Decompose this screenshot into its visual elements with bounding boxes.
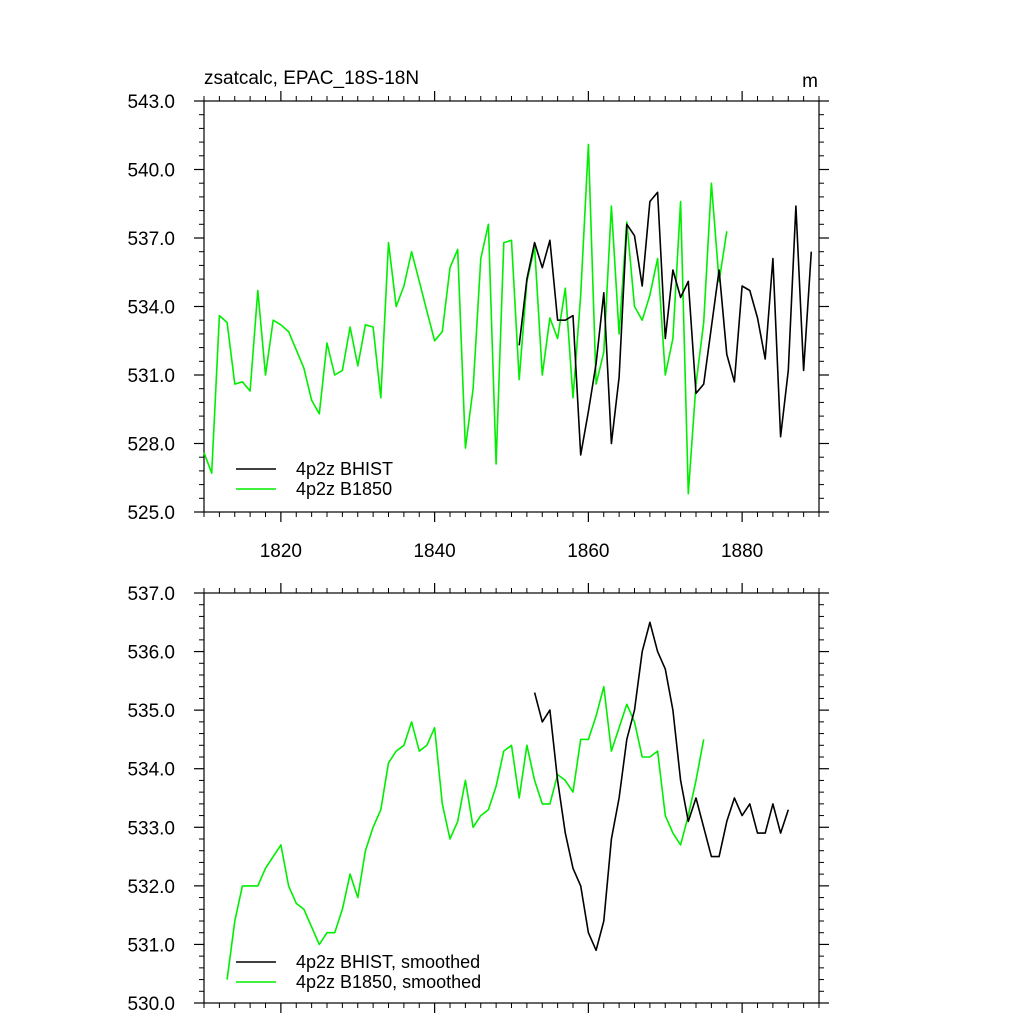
plot-frame xyxy=(203,100,820,513)
y-tick-label: 543.0 xyxy=(127,92,175,113)
x-tick-label: 1860 xyxy=(567,541,609,562)
series-line-4p2z-b1850 xyxy=(203,143,728,495)
y-tick-label: 532.0 xyxy=(127,877,175,898)
y-tick-label: 530.0 xyxy=(127,994,175,1015)
chart-title: zsatcalc, EPAC_18S-18N xyxy=(204,68,419,89)
legend-label: 4p2z BHIST xyxy=(296,459,393,479)
series-line-4p2z-bhist xyxy=(518,191,813,456)
y-tick-label: 536.0 xyxy=(127,643,175,664)
x-tick-label: 1880 xyxy=(721,541,763,562)
y-tick-label: 533.0 xyxy=(127,818,175,839)
series-line-4p2z-b1850-smoothed xyxy=(226,685,705,980)
x-tick-label: 1820 xyxy=(260,541,302,562)
series-line-4p2z-bhist-smoothed xyxy=(533,621,790,952)
y-tick-label: 534.0 xyxy=(127,298,175,319)
units-label: m xyxy=(802,71,818,92)
legend-label: 4p2z B1850, smoothed xyxy=(296,972,481,992)
y-tick-label: 531.0 xyxy=(127,935,175,956)
y-tick-label: 537.0 xyxy=(127,584,175,605)
y-tick-label: 531.0 xyxy=(127,366,175,387)
legend-label: 4p2z BHIST, smoothed xyxy=(296,952,480,972)
y-tick-label: 537.0 xyxy=(127,229,175,250)
y-tick-label: 540.0 xyxy=(127,161,175,182)
y-tick-label: 525.0 xyxy=(127,503,175,524)
bottom-panel: 530.0 531.0 532.0 533.0 534.0 535.0 536.0 537.0… xyxy=(127,583,829,1015)
legend-label: 4p2z B1850 xyxy=(296,479,392,499)
plot-frame xyxy=(203,592,820,1004)
y-tick-label: 535.0 xyxy=(127,701,175,722)
x-tick-label: 1840 xyxy=(413,541,455,562)
y-tick-label: 534.0 xyxy=(127,760,175,781)
top-panel: 1820 1840 1860 1880 525.0 528.0 531.0 534.0 537.… xyxy=(127,91,829,562)
y-tick-label: 528.0 xyxy=(127,435,175,456)
